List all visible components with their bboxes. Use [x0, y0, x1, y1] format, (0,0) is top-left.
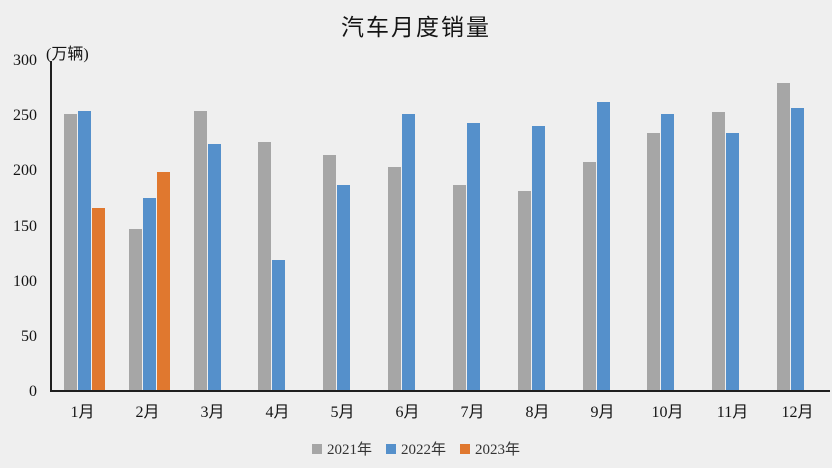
y-tick-label: 250 — [13, 107, 37, 125]
bar-group-5月 — [311, 61, 376, 390]
bar-group-2月 — [117, 61, 182, 390]
bar-group-6月 — [376, 61, 441, 390]
x-tick-label: 7月 — [460, 404, 485, 421]
x-tick-label: 6月 — [395, 404, 420, 421]
bar-2022年-11月 — [726, 133, 740, 390]
legend-item-2022年: 2022年 — [385, 438, 446, 459]
bar-2021年-10月 — [647, 133, 661, 390]
x-axis: 1月 2月 3月 4月 5月 6月 7月 8月 9月 10月 11月 12月 — [50, 398, 830, 422]
bar-2021年-12月 — [777, 83, 791, 390]
bar-2022年-5月 — [337, 185, 351, 390]
bar-group-3月 — [182, 61, 247, 390]
bar-2021年-3月 — [193, 111, 207, 390]
y-tick-label: 50 — [21, 327, 37, 345]
x-tick-label: 8月 — [525, 404, 550, 421]
y-tick-label: 0 — [29, 383, 37, 400]
legend-item-2023年: 2023年 — [460, 438, 520, 459]
x-tick-label: 1月 — [70, 404, 95, 421]
legend-item-2021年: 2021年 — [311, 438, 372, 459]
x-tick-label: 5月 — [330, 404, 355, 421]
bar-group-11月 — [700, 61, 765, 390]
bar-group-9月 — [571, 61, 636, 390]
bar-2022年-6月 — [402, 114, 416, 390]
plot-area — [50, 61, 830, 392]
x-tick-label: 9月 — [590, 404, 615, 421]
bar-2022年-9月 — [596, 102, 610, 390]
bar-2022年-12月 — [791, 108, 805, 390]
bar-2021年-5月 — [323, 155, 337, 390]
bar-2021年-1月 — [63, 114, 77, 390]
bar-group-4月 — [246, 61, 311, 390]
bar-group-12月 — [765, 61, 830, 390]
legend-swatch-icon — [385, 443, 396, 454]
bar-2021年-7月 — [452, 185, 466, 390]
bar-2021年-6月 — [388, 167, 402, 390]
bar-2023年-1月 — [91, 208, 105, 390]
legend-swatch-icon — [460, 443, 470, 454]
bar-2022年-10月 — [661, 114, 675, 390]
legend: 2021年 2022年 2023年 — [0, 438, 832, 459]
y-tick-label: 150 — [13, 217, 37, 235]
bar-group-10月 — [635, 61, 700, 390]
bar-2021年-9月 — [582, 162, 596, 390]
bar-2022年-3月 — [207, 144, 221, 390]
bar-2021年-2月 — [128, 229, 142, 390]
legend-swatch-icon — [311, 443, 322, 454]
legend-label: 2022年 — [400, 442, 446, 458]
x-tick-label: 3月 — [200, 404, 225, 421]
x-tick-label: 4月 — [265, 404, 290, 421]
y-axis-unit-label: (万辆) — [46, 46, 89, 63]
y-tick-label: 300 — [13, 52, 37, 69]
y-tick-label: 200 — [13, 162, 37, 180]
bar-2022年-2月 — [142, 198, 156, 390]
bar-2021年-11月 — [712, 112, 726, 390]
bar-2021年-4月 — [258, 142, 272, 390]
x-tick-label: 11月 — [716, 404, 749, 421]
x-tick-label: 12月 — [781, 404, 814, 421]
chart-title: 汽车月度销量 — [341, 15, 491, 40]
x-tick-label: 2月 — [135, 404, 160, 421]
bar-group-8月 — [506, 61, 571, 390]
bar-group-7月 — [441, 61, 506, 390]
bar-2022年-1月 — [77, 111, 91, 390]
bar-group-1月 — [52, 61, 117, 390]
y-tick-label: 100 — [13, 272, 37, 290]
bar-2022年-7月 — [466, 123, 480, 390]
legend-label: 2021年 — [326, 442, 372, 458]
x-tick-label: 10月 — [651, 404, 684, 421]
bar-2022年-8月 — [531, 126, 545, 390]
bar-2023年-2月 — [156, 172, 170, 390]
bar-2021年-8月 — [517, 191, 531, 390]
legend-label: 2023年 — [475, 442, 521, 458]
bar-2022年-4月 — [272, 260, 286, 390]
